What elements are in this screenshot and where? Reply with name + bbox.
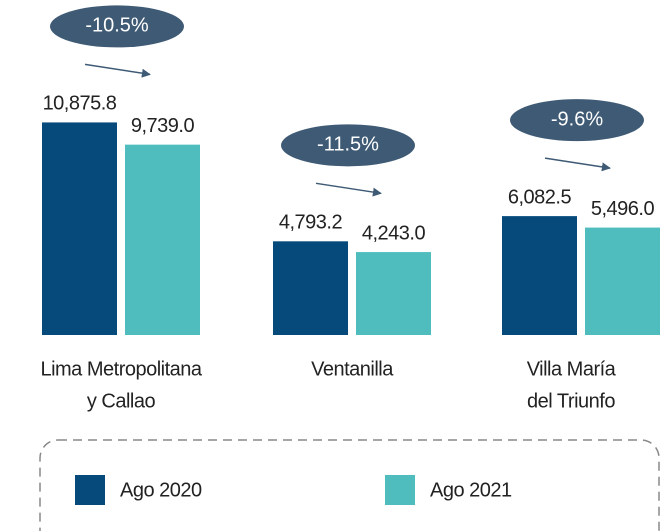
- x-tick-label: Villa María: [527, 358, 617, 380]
- annotation: -9.6%: [551, 108, 603, 130]
- annotation: -11.5%: [317, 134, 379, 156]
- legend-swatch: [385, 475, 415, 505]
- annotation-bubble: [281, 124, 415, 167]
- value-label: 9,739.0: [131, 115, 195, 137]
- legend-label: Ago 2020: [120, 479, 202, 501]
- x-tick-label: Ventanilla: [311, 358, 394, 380]
- annotation-arrow: [84, 63, 151, 78]
- legend-swatch: [75, 475, 105, 505]
- bar: [502, 216, 577, 335]
- annotation-bubble: [510, 99, 644, 142]
- legend-frame: [39, 439, 660, 531]
- annotation-arrow: [544, 157, 611, 172]
- annotation-arrow: [315, 182, 382, 197]
- legend-label: Ago 2021: [430, 479, 512, 501]
- value-label: 10,875.8: [43, 93, 117, 115]
- value-label: 4,243.0: [362, 222, 426, 244]
- value-label: 4,793.2: [279, 212, 343, 234]
- bar: [125, 144, 200, 335]
- x-tick-label: y Callao: [87, 390, 156, 412]
- x-tick-label: Lima Metropolitana: [40, 358, 202, 380]
- bar: [42, 122, 117, 335]
- bar: [356, 252, 431, 335]
- value-label: 6,082.5: [508, 186, 572, 208]
- bar: [273, 241, 348, 335]
- annotation: -10.5%: [85, 15, 149, 37]
- x-tick-label: del Triunfo: [527, 390, 615, 412]
- value-label: 5,496.0: [591, 198, 655, 220]
- bar: [585, 227, 660, 335]
- annotation-bubble: [50, 5, 184, 48]
